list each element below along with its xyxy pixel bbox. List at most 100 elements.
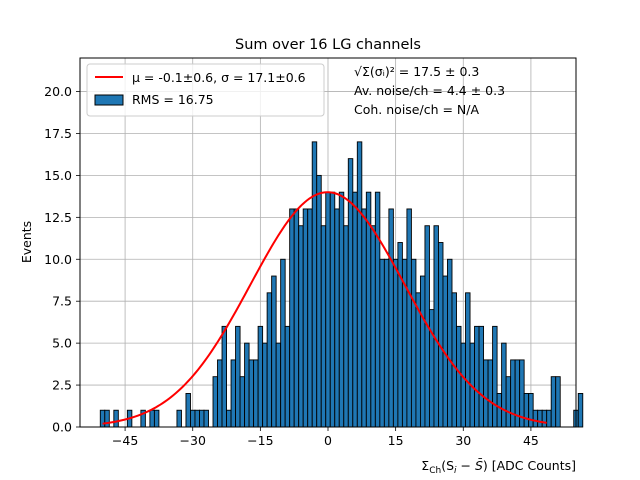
histogram-bar bbox=[280, 258, 286, 428]
histogram-bar bbox=[230, 359, 237, 428]
histogram-bar bbox=[483, 359, 489, 428]
histogram-bar bbox=[99, 409, 106, 428]
histogram-bar bbox=[293, 208, 300, 428]
histogram-bar bbox=[537, 409, 543, 428]
y-tick-label: 12.5 bbox=[44, 210, 72, 225]
histogram-bar bbox=[176, 409, 182, 428]
histogram-bar bbox=[392, 258, 399, 428]
histogram-bar bbox=[474, 325, 480, 428]
histogram-bar bbox=[447, 258, 453, 428]
histogram-bar bbox=[275, 342, 282, 428]
histogram-bar bbox=[221, 325, 227, 428]
x-tick-label: 15 bbox=[388, 433, 404, 448]
y-tick-label: 10.0 bbox=[44, 252, 72, 267]
legend-hist-label: RMS = 16.75 bbox=[132, 92, 214, 107]
histogram-bar bbox=[104, 409, 110, 428]
histogram-bar bbox=[307, 208, 313, 428]
histogram-bar bbox=[410, 258, 417, 428]
histogram-bar bbox=[298, 225, 304, 428]
y-tick-label: 5.0 bbox=[52, 336, 72, 351]
histogram-bar bbox=[388, 208, 394, 428]
legend-fit-label: μ = -0.1±0.6, σ = 17.1±0.6 bbox=[132, 70, 306, 85]
x-tick-label: −45 bbox=[112, 433, 138, 448]
histogram-bar bbox=[311, 141, 318, 428]
chart-title: Sum over 16 LG channels bbox=[235, 37, 421, 53]
legend: μ = -0.1±0.6, σ = 17.1±0.6 RMS = 16.75 bbox=[86, 63, 325, 117]
x-label-units: ) [ADC Counts] bbox=[483, 458, 576, 473]
histogram-bar bbox=[338, 191, 345, 428]
histogram-bar bbox=[203, 409, 209, 428]
y-tick-label: 17.5 bbox=[44, 126, 72, 141]
histogram-bar bbox=[496, 393, 503, 428]
y-tick-label: 15.0 bbox=[44, 168, 72, 183]
histogram-bar bbox=[329, 191, 336, 428]
histogram-bar bbox=[226, 409, 232, 428]
y-tick-label: 2.5 bbox=[52, 378, 72, 393]
x-label-rest: (S bbox=[441, 458, 454, 473]
histogram-bar bbox=[190, 409, 196, 428]
histogram-bar bbox=[302, 208, 309, 428]
histogram-bar bbox=[248, 359, 255, 428]
annotation-avg-noise: Av. noise/ch = 4.4 ± 0.3 bbox=[354, 83, 505, 98]
noise-annotations: √Σ(σᵢ)² = 17.5 ± 0.3 Av. noise/ch = 4.4 … bbox=[354, 64, 505, 117]
legend-box bbox=[86, 63, 325, 117]
histogram-bar bbox=[320, 225, 327, 428]
histogram-bar bbox=[266, 292, 273, 428]
histogram-bar bbox=[532, 409, 539, 428]
histogram-bar bbox=[478, 325, 485, 428]
histogram-bar bbox=[185, 393, 191, 428]
y-tick-label: 20.0 bbox=[44, 84, 72, 99]
legend-hist-swatch bbox=[94, 94, 124, 106]
histogram-bar bbox=[429, 309, 435, 428]
histogram-bar bbox=[510, 359, 516, 428]
histogram-bar bbox=[235, 325, 241, 428]
histogram-bar bbox=[438, 242, 444, 428]
x-tick-label: −30 bbox=[180, 433, 206, 448]
x-tick-label: −15 bbox=[247, 433, 273, 448]
histogram-bar bbox=[289, 208, 295, 428]
y-tick-label: 0.0 bbox=[52, 420, 72, 435]
histogram-bar bbox=[194, 409, 200, 428]
histogram-bar bbox=[244, 342, 250, 428]
histogram-bar bbox=[239, 376, 246, 428]
gaussian-fit-curve bbox=[102, 191, 547, 425]
histogram-bar bbox=[456, 325, 462, 428]
histogram-bar bbox=[370, 225, 376, 428]
histogram-bar bbox=[505, 376, 512, 428]
histogram-bar bbox=[577, 393, 584, 428]
axis-ticks: −45 −30 −15 0 15 30 45 0.0 2.5 5.0 7.5 10.0 12.5 15.0… bbox=[44, 84, 539, 448]
x-label-i: i bbox=[454, 466, 457, 476]
histogram-bar bbox=[316, 174, 322, 428]
histogram-bar bbox=[541, 409, 548, 428]
histogram-bar bbox=[451, 292, 457, 428]
histogram-bar bbox=[501, 342, 507, 428]
histogram-bar bbox=[487, 359, 494, 428]
x-tick-label: 30 bbox=[455, 433, 471, 448]
histogram-bar bbox=[550, 376, 557, 428]
histogram-bar bbox=[149, 409, 155, 428]
histogram-bar bbox=[262, 342, 268, 428]
histogram-bar bbox=[352, 191, 358, 428]
histogram-bar bbox=[325, 191, 331, 428]
histogram-bar bbox=[406, 208, 412, 428]
histogram-bar bbox=[284, 325, 291, 428]
histogram-bar bbox=[217, 359, 223, 428]
x-label-subscript: Ch bbox=[429, 466, 441, 476]
histogram-bar bbox=[492, 325, 498, 428]
annotation-formula: √Σ(σᵢ)² bbox=[354, 64, 395, 79]
histogram-bar bbox=[361, 208, 367, 428]
histogram-bar bbox=[153, 409, 160, 428]
histogram-bar bbox=[257, 325, 264, 428]
histogram-bar bbox=[212, 376, 218, 428]
annotation-total-value: = 17.5 ± 0.3 bbox=[395, 64, 480, 79]
histogram-bar bbox=[419, 275, 426, 428]
histogram-bar bbox=[199, 409, 205, 428]
histogram-bar bbox=[271, 275, 277, 428]
histogram-bar bbox=[343, 225, 349, 428]
histogram-bar bbox=[460, 342, 466, 428]
histogram-bar bbox=[365, 191, 372, 428]
histogram-bar bbox=[374, 191, 381, 428]
histogram-bar bbox=[528, 393, 534, 428]
x-tick-label: 45 bbox=[523, 433, 539, 448]
x-tick-label: 0 bbox=[324, 433, 332, 448]
